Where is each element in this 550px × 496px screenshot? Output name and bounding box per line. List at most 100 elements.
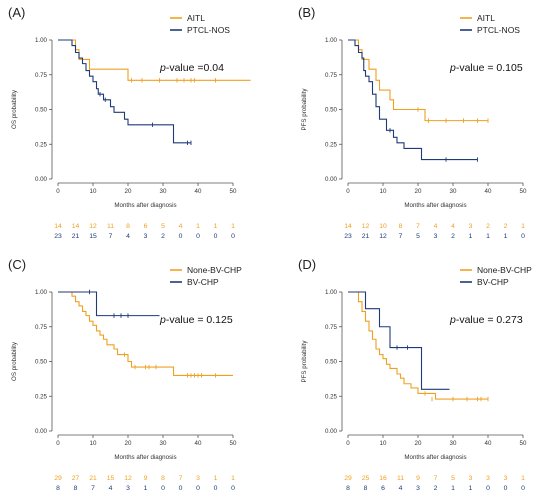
at-risk-value: 4 [109,485,113,492]
at-risk-value: 27 [72,475,80,482]
at-risk-value: 9 [416,475,420,482]
at-risk-value: 14 [54,223,62,230]
y-axis-title: PFS probability [301,88,308,131]
x-tick-label: 40 [485,188,492,195]
at-risk-value: 0 [196,233,200,240]
legend-label: BV-CHP [477,277,509,287]
at-risk-value: 7 [91,485,95,492]
at-risk-value: 0 [231,485,235,492]
km-curve-aitl [58,39,251,81]
at-risk-value: 1 [231,475,235,482]
at-risk-value: 1 [521,223,525,230]
at-risk-value: 1 [469,233,473,240]
panel-label: (C) [8,257,26,272]
at-risk-value: 4 [126,233,130,240]
at-risk-value: 21 [72,233,80,240]
at-risk-value: 11 [397,475,404,482]
x-axis-title: Months after diagnosis [114,454,176,461]
at-risk-value: 12 [362,223,370,230]
x-tick-label: 50 [230,188,237,195]
y-tick-label: 0.00 [35,428,48,435]
legend-label: AITL [187,13,205,23]
y-tick-label: 1.00 [325,289,338,296]
at-risk-value: 23 [344,233,352,240]
at-risk-value: 3 [434,233,438,240]
at-risk-value: 3 [504,475,508,482]
x-axis-title: Months after diagnosis [114,202,176,209]
km-curve-ptcl-nos [58,39,191,144]
at-risk-value: 7 [434,475,438,482]
pvalue-rest: -value = 0.125 [166,314,233,326]
at-risk-value: 15 [107,475,115,482]
at-risk-value: 0 [504,485,508,492]
y-tick-label: 0.75 [325,324,338,331]
at-risk-value: 4 [451,223,455,230]
at-risk-value: 1 [144,485,148,492]
at-risk-value: 0 [521,485,525,492]
at-risk-value: 1 [214,475,218,482]
at-risk-value: 2 [451,233,455,240]
y-tick-label: 0.00 [325,428,338,435]
km-panel-b: (B) 0.00 0.25 0.50 0.75 1.00 PFS probability 0 1… [298,5,527,240]
y-tick-label: 0.25 [35,393,48,400]
at-risk-value: 0 [161,485,165,492]
x-axis-title: Months after diagnosis [404,202,466,209]
y-tick-label: 0.50 [325,359,338,366]
at-risk-value: 1 [451,485,455,492]
at-risk-value: 15 [89,233,97,240]
km-panel-d: (D) 0.00 0.25 0.50 0.75 1.00 PFS probability 0 1… [298,257,532,492]
x-tick-label: 50 [520,440,527,447]
x-tick-label: 40 [195,188,202,195]
at-risk-value: 6 [381,485,385,492]
at-risk-value: 0 [486,485,490,492]
at-risk-value: 2 [504,223,508,230]
km-curve-none-bv-chp [348,291,488,400]
x-tick-label: 10 [380,440,387,447]
x-tick-label: 30 [160,440,167,447]
x-tick-label: 10 [90,188,97,195]
pvalue-p: p [159,62,166,74]
pvalue-rest: -value =0.04 [166,62,224,74]
at-risk-value: 8 [346,485,350,492]
at-risk-value: 0 [231,233,235,240]
y-tick-label: 0.75 [325,72,338,79]
y-tick-label: 0.25 [325,393,338,400]
pvalue-annotation: p-value = 0.105 [449,62,523,74]
x-tick-label: 0 [346,188,350,195]
y-tick-label: 1.00 [35,289,48,296]
km-curve-aitl [348,39,488,122]
at-risk-value: 2 [434,485,438,492]
x-tick-label: 0 [56,440,60,447]
at-risk-value: 8 [399,223,403,230]
y-tick-label: 0.50 [35,107,48,114]
at-risk-value: 3 [416,485,420,492]
x-tick-label: 40 [485,440,492,447]
x-tick-label: 20 [415,440,422,447]
pvalue-rest: -value = 0.273 [456,314,523,326]
x-tick-label: 20 [125,188,132,195]
y-tick-label: 0.25 [325,141,338,148]
pvalue-annotation: p-value = 0.273 [449,314,523,326]
x-tick-label: 20 [125,440,132,447]
at-risk-value: 1 [231,223,235,230]
legend-label: PTCL-NOS [477,25,520,35]
km-curve-bv-chp [58,291,160,317]
y-axis-title: OS probability [11,341,18,381]
x-tick-label: 10 [90,440,97,447]
y-axis-title: OS probability [11,89,18,129]
at-risk-value: 0 [196,485,200,492]
at-risk-value: 10 [379,223,387,230]
panel-label: (A) [8,5,25,20]
legend-label: None-BV-CHP [477,265,532,275]
at-risk-value: 1 [214,223,218,230]
y-tick-label: 0.25 [35,141,48,148]
at-risk-value: 21 [362,233,370,240]
y-tick-label: 0.50 [35,359,48,366]
at-risk-value: 1 [521,475,525,482]
x-tick-label: 40 [195,440,202,447]
x-tick-label: 30 [450,440,457,447]
at-risk-value: 0 [179,485,183,492]
legend-label: BV-CHP [187,277,219,287]
at-risk-value: 2 [486,223,490,230]
